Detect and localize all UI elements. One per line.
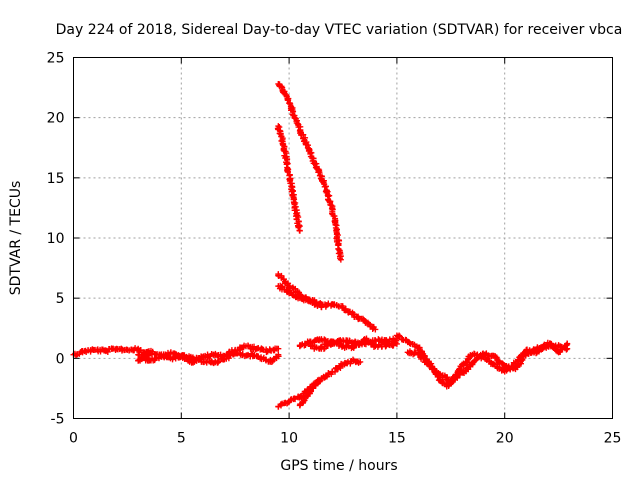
data-point-interp bbox=[321, 183, 328, 190]
ticks bbox=[73, 57, 613, 419]
y-tick-label: 5 bbox=[56, 291, 65, 307]
series-track-10 bbox=[404, 339, 571, 385]
series-track-6 bbox=[275, 282, 325, 308]
series-track-9 bbox=[393, 332, 571, 390]
data-point-interp bbox=[215, 358, 221, 365]
data-point-interp bbox=[326, 198, 333, 205]
series-track-2 bbox=[135, 349, 282, 367]
data-point-interp bbox=[284, 96, 291, 103]
data-point bbox=[318, 375, 325, 382]
data-point bbox=[275, 351, 282, 358]
series-track-4 bbox=[274, 123, 303, 234]
data-point-interp bbox=[396, 332, 403, 339]
series-track-8 bbox=[307, 335, 400, 352]
data-point bbox=[275, 345, 282, 352]
data-point bbox=[318, 301, 325, 308]
data-point bbox=[357, 358, 364, 365]
x-tick-labels: 0 5 10 15 20 25 bbox=[69, 431, 621, 447]
x-tick-label: 0 bbox=[69, 431, 78, 447]
x-tick-label: 20 bbox=[496, 431, 514, 447]
data-point-interp bbox=[317, 300, 324, 307]
y-tick-label: 0 bbox=[56, 351, 65, 367]
data-point-interp bbox=[307, 388, 314, 395]
x-axis-label: GPS time / hours bbox=[280, 458, 397, 474]
y-tick-labels: -5 0 5 10 15 20 25 bbox=[47, 51, 65, 428]
chart-title: Day 224 of 2018, Sidereal Day-to-day VTE… bbox=[56, 22, 623, 38]
data-point-interp bbox=[295, 224, 302, 231]
x-tick-label: 10 bbox=[280, 431, 298, 447]
data-point bbox=[393, 340, 400, 347]
data-point bbox=[296, 227, 303, 234]
y-tick-label: -5 bbox=[51, 412, 65, 428]
data-point bbox=[337, 256, 344, 263]
x-tick-label: 5 bbox=[177, 431, 186, 447]
y-tick-label: 25 bbox=[47, 51, 65, 67]
data-point bbox=[286, 100, 293, 107]
series-layer bbox=[70, 80, 571, 410]
data-point bbox=[564, 340, 571, 347]
x-tick-label: 25 bbox=[604, 431, 622, 447]
series-track-3 bbox=[275, 80, 344, 263]
data-point-interp bbox=[420, 355, 427, 362]
data-point-interp bbox=[463, 359, 470, 366]
y-tick-label: 15 bbox=[47, 171, 65, 187]
x-tick-label: 15 bbox=[388, 431, 406, 447]
series-track-5 bbox=[275, 271, 379, 333]
data-point-interp bbox=[342, 305, 349, 312]
y-tick-label: 20 bbox=[47, 111, 65, 127]
series-track-12 bbox=[296, 375, 325, 409]
data-point-interp bbox=[278, 83, 285, 90]
data-point-interp bbox=[406, 340, 413, 347]
data-point bbox=[372, 326, 379, 333]
y-tick-label: 10 bbox=[47, 231, 65, 247]
y-axis-label: SDTVAR / TECUs bbox=[8, 181, 24, 296]
